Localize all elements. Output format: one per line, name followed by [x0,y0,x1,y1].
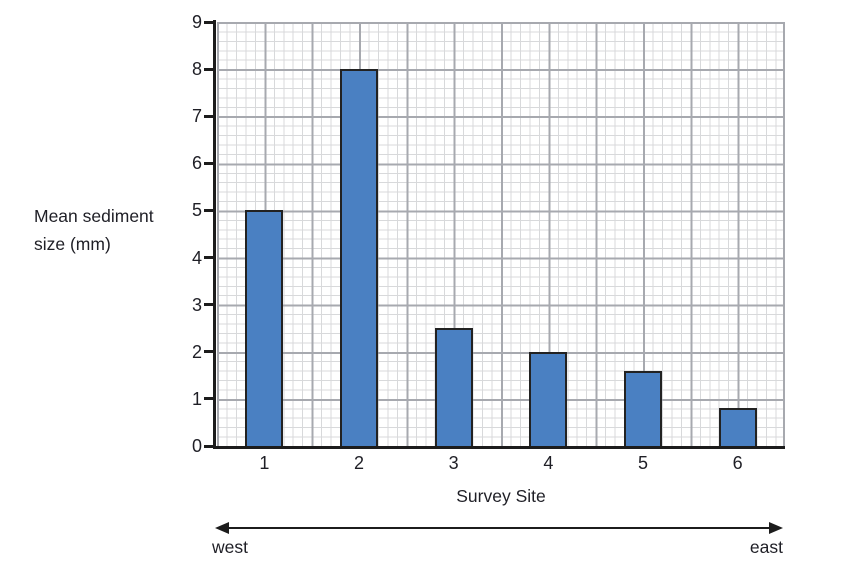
bar-site-6 [718,408,757,446]
y-tick-label-6: 6 [191,153,202,174]
y-tick-label-9: 9 [191,12,202,32]
x-tick-label-site-1: 1 [259,453,270,473]
x-axis-line [213,446,785,449]
y-tick-2 [204,350,214,354]
y-tick-3 [204,303,214,307]
y-tick-8 [204,67,214,71]
y-tick-6 [204,161,214,165]
x-tick-label-site-4: 4 [543,453,554,473]
bar-site-4 [529,351,568,446]
y-tick-label-4: 4 [191,247,202,268]
y-axis-title: Mean sediment size (mm) [34,206,154,254]
y-tick-0 [204,444,214,448]
y-tick-label-3: 3 [191,294,202,315]
y-tick-label-1: 1 [191,388,202,409]
y-tick-5 [204,208,214,212]
y-tick-7 [204,114,214,118]
direction-label-east: east [749,537,783,557]
arrowhead-west-icon [215,522,229,534]
arrowhead-east-icon [769,522,783,534]
y-tick-1 [204,397,214,401]
direction-arrow-line [227,527,771,529]
plot-right-edge-gridline [783,22,785,446]
direction-label-west: west [212,537,248,557]
y-tick-9 [204,20,214,24]
bar-site-5 [624,370,662,446]
x-tick-label-site-3: 3 [448,453,459,473]
y-axis-line [213,20,216,449]
bar-site-1 [245,210,284,446]
y-tick-4 [204,256,214,260]
y-tick-label-2: 2 [191,341,202,362]
y-tick-label-5: 5 [191,200,202,221]
x-axis-title: Survey Site [456,486,546,506]
x-tick-label-site-2: 2 [353,453,364,473]
x-tick-label-site-5: 5 [637,453,648,473]
y-tick-label-0: 0 [191,436,202,456]
y-tick-label-7: 7 [191,106,202,127]
y-tick-label-8: 8 [191,59,202,80]
bar-site-2 [340,69,378,446]
bar-site-3 [434,328,473,446]
plot-area [217,22,785,446]
x-tick-label-site-6: 6 [732,453,743,473]
